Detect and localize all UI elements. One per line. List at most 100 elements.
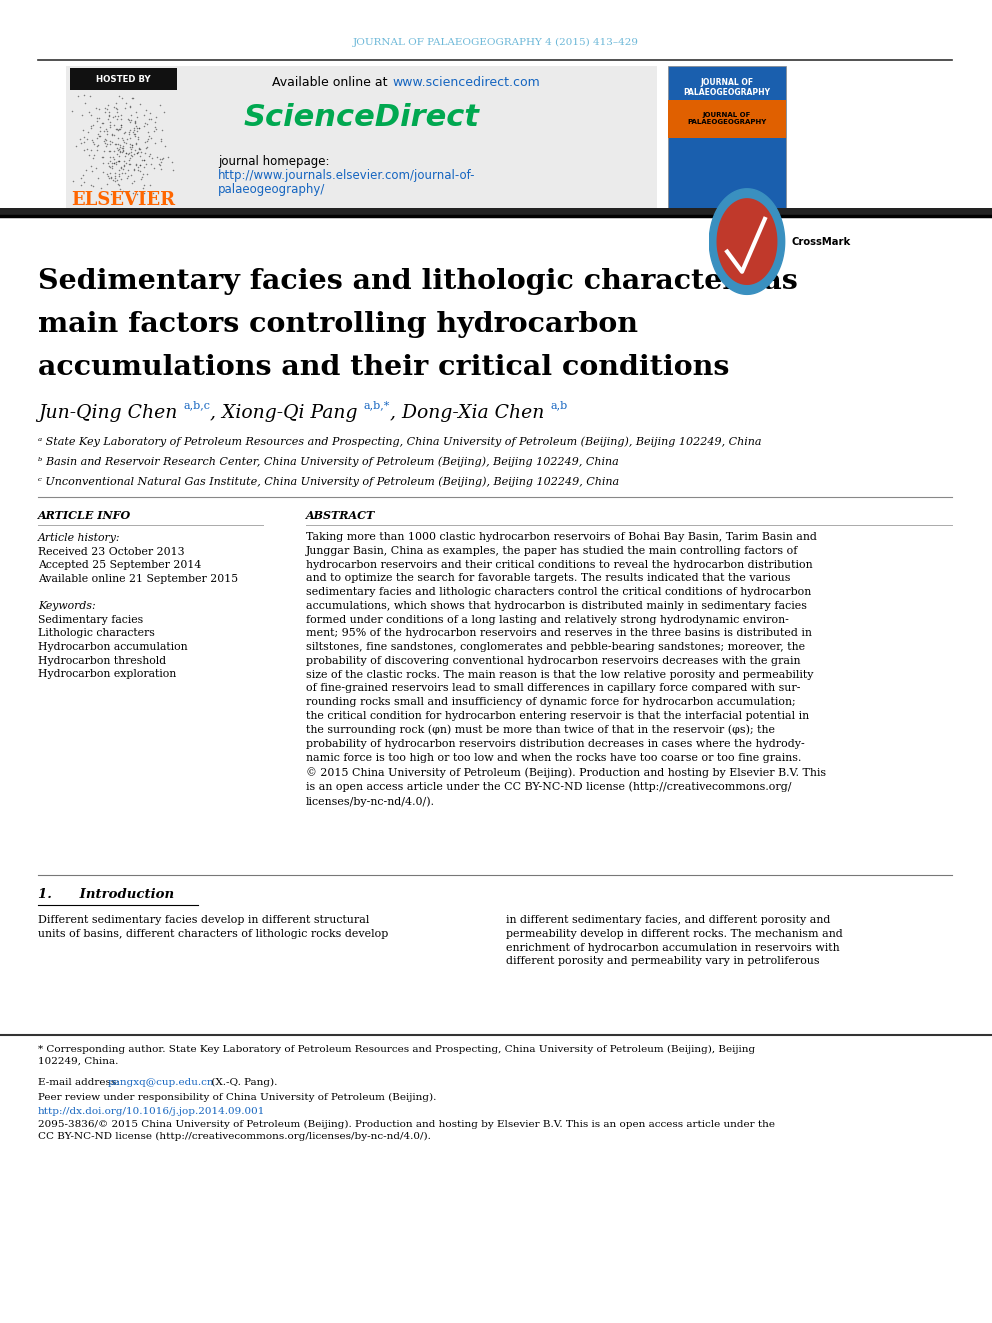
Point bbox=[99, 173, 115, 194]
Text: Keywords:: Keywords: bbox=[38, 601, 95, 611]
Point bbox=[123, 110, 139, 131]
Point bbox=[106, 97, 122, 118]
Point bbox=[120, 108, 136, 130]
Point bbox=[104, 155, 120, 176]
Point bbox=[133, 169, 149, 191]
Point bbox=[111, 151, 127, 172]
Text: Different sedimentary facies develop in different structural
units of basins, di: Different sedimentary facies develop in … bbox=[38, 916, 388, 939]
Polygon shape bbox=[709, 189, 785, 294]
Text: Sedimentary facies: Sedimentary facies bbox=[38, 615, 143, 624]
Point bbox=[111, 160, 127, 181]
Point bbox=[102, 151, 118, 172]
Point bbox=[64, 171, 80, 192]
Point bbox=[114, 138, 130, 159]
Point bbox=[127, 124, 143, 146]
Point bbox=[109, 144, 125, 165]
Point bbox=[100, 152, 116, 173]
Point bbox=[98, 134, 114, 155]
Point bbox=[123, 142, 139, 163]
Point bbox=[97, 132, 113, 153]
Point bbox=[161, 147, 177, 168]
Text: Available online 21 September 2015: Available online 21 September 2015 bbox=[38, 574, 238, 583]
Point bbox=[68, 135, 84, 156]
Text: journal homepage:: journal homepage: bbox=[218, 156, 333, 168]
Text: CrossMark: CrossMark bbox=[792, 237, 851, 246]
Point bbox=[117, 98, 133, 119]
Text: E-mail address:: E-mail address: bbox=[38, 1078, 123, 1088]
Point bbox=[138, 112, 154, 134]
Point bbox=[130, 128, 146, 149]
Point bbox=[85, 134, 101, 155]
Point bbox=[99, 120, 115, 142]
Point bbox=[130, 159, 146, 180]
Point bbox=[89, 139, 105, 160]
Point bbox=[165, 159, 181, 180]
Point bbox=[129, 107, 145, 128]
Point bbox=[113, 114, 129, 135]
Text: ᵇ Basin and Reservoir Research Center, China University of Petroleum (Beijing), : ᵇ Basin and Reservoir Research Center, C… bbox=[38, 456, 619, 467]
Text: , Dong-Xia Chen: , Dong-Xia Chen bbox=[390, 404, 551, 422]
Point bbox=[100, 108, 116, 130]
Point bbox=[126, 118, 142, 139]
Point bbox=[89, 127, 105, 148]
Point bbox=[131, 139, 147, 160]
Point bbox=[109, 119, 125, 140]
Point bbox=[120, 143, 136, 164]
Point bbox=[153, 151, 169, 172]
Point bbox=[121, 123, 137, 144]
Point bbox=[85, 147, 101, 168]
Point bbox=[91, 107, 107, 128]
Point bbox=[117, 146, 133, 167]
Point bbox=[121, 149, 137, 171]
Point bbox=[103, 165, 119, 187]
Point bbox=[153, 94, 169, 115]
Point bbox=[113, 114, 129, 135]
Text: JOURNAL OF PALAEOGEOGRAPHY 4 (2015) 413–429: JOURNAL OF PALAEOGEOGRAPHY 4 (2015) 413–… bbox=[353, 37, 639, 46]
Point bbox=[90, 168, 106, 189]
Point bbox=[98, 118, 114, 139]
Point bbox=[94, 146, 110, 167]
Point bbox=[117, 122, 133, 143]
Point bbox=[119, 128, 135, 149]
Point bbox=[121, 122, 137, 143]
Point bbox=[128, 115, 144, 136]
Point bbox=[97, 135, 113, 156]
Text: a,b,c: a,b,c bbox=[184, 400, 210, 410]
Point bbox=[109, 169, 125, 191]
Point bbox=[126, 171, 142, 192]
Point bbox=[100, 106, 116, 127]
Point bbox=[124, 135, 140, 156]
Polygon shape bbox=[717, 198, 777, 284]
Point bbox=[139, 114, 155, 135]
Point bbox=[69, 85, 85, 106]
Point bbox=[126, 124, 142, 146]
Text: CC BY-NC-ND license (http://creativecommons.org/licenses/by-nc-nd/4.0/).: CC BY-NC-ND license (http://creativecomm… bbox=[38, 1132, 431, 1142]
Point bbox=[77, 93, 93, 114]
Point bbox=[97, 128, 113, 149]
Point bbox=[122, 97, 138, 118]
Point bbox=[144, 147, 160, 168]
Point bbox=[88, 157, 104, 179]
Point bbox=[129, 120, 145, 142]
Point bbox=[165, 151, 181, 172]
Text: a,b,*: a,b,* bbox=[364, 400, 390, 410]
Text: ᶜ Unconventional Natural Gas Institute, China University of Petroleum (Beijing),: ᶜ Unconventional Natural Gas Institute, … bbox=[38, 476, 619, 487]
Point bbox=[132, 94, 148, 115]
Point bbox=[113, 157, 129, 179]
Point bbox=[110, 140, 126, 161]
Point bbox=[119, 184, 135, 205]
Point bbox=[100, 95, 116, 116]
Point bbox=[105, 114, 121, 135]
Point bbox=[128, 111, 144, 132]
Point bbox=[129, 184, 145, 205]
Point bbox=[132, 155, 148, 176]
Point bbox=[64, 101, 80, 122]
Point bbox=[89, 110, 105, 131]
Point bbox=[132, 160, 148, 181]
Point bbox=[143, 127, 159, 148]
Point bbox=[154, 148, 170, 169]
Point bbox=[83, 155, 99, 176]
Point bbox=[118, 152, 134, 173]
Point bbox=[140, 131, 156, 152]
Point bbox=[135, 177, 151, 198]
